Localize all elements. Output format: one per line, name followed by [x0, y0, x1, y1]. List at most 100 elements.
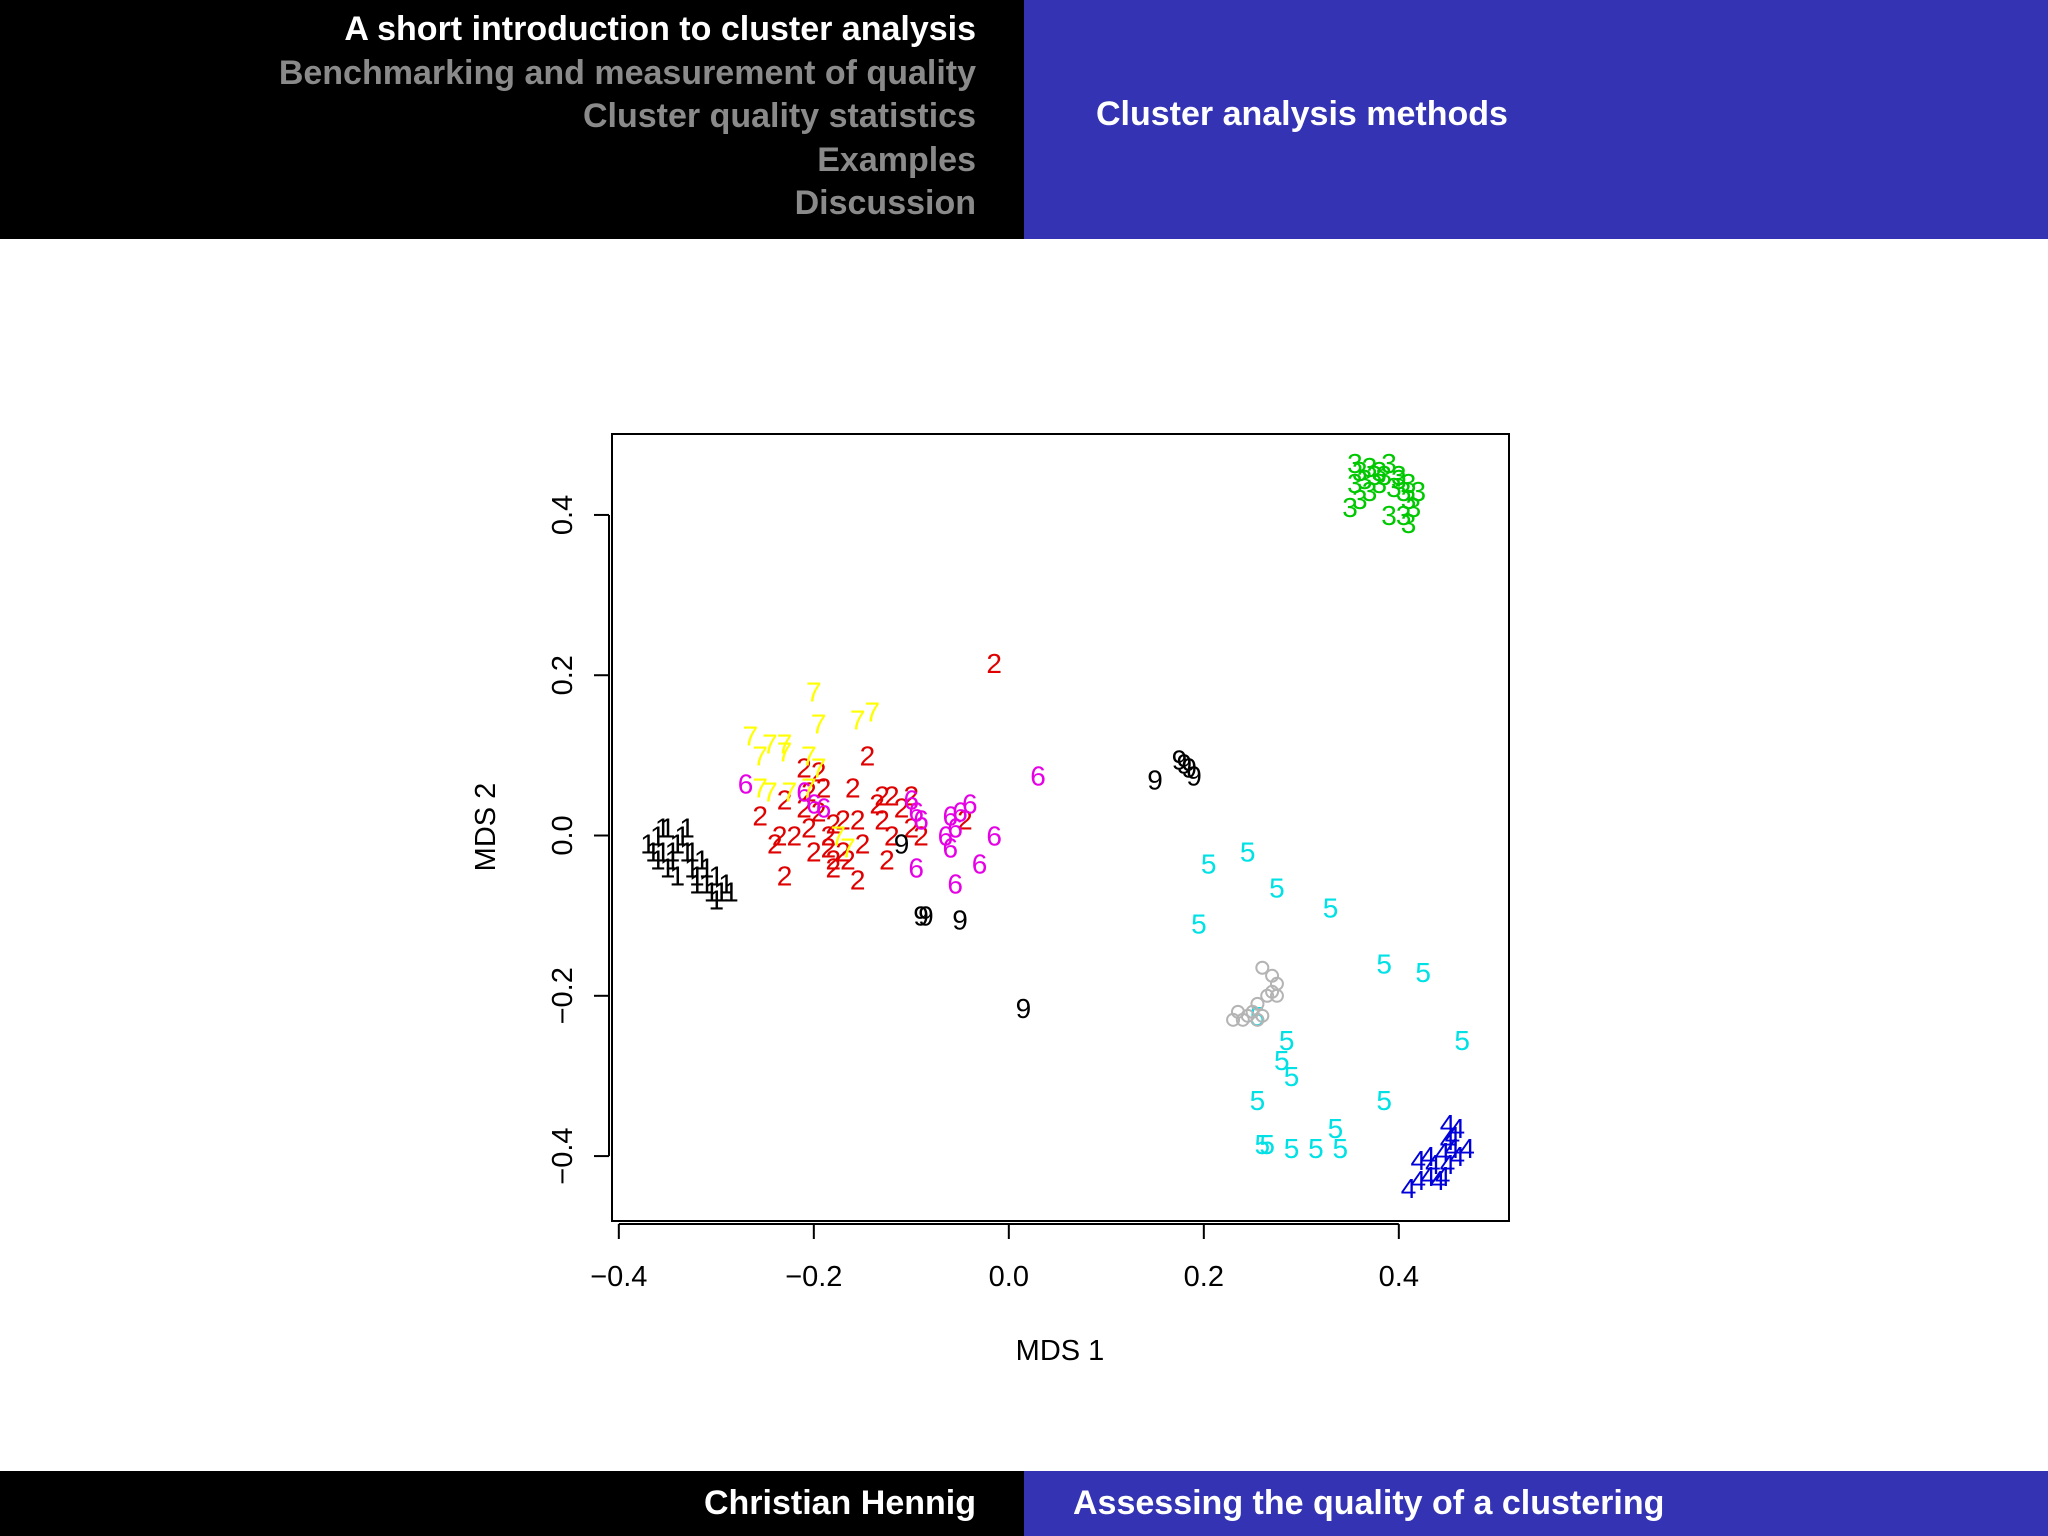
data-point-cluster-4: 4	[1401, 1173, 1417, 1204]
data-point-cluster-9: 9	[1186, 760, 1202, 791]
data-point-cluster-2: 2	[850, 865, 866, 896]
data-point-cluster-2: 2	[855, 829, 871, 860]
data-point-cluster-9: 9	[1177, 748, 1193, 779]
data-point-cluster-5: 5	[1191, 909, 1207, 940]
data-point-cluster-5: 5	[1250, 1085, 1266, 1116]
data-point-cluster-2: 2	[845, 772, 861, 803]
data-point-cluster-1: 1	[709, 885, 725, 916]
data-point-cluster-2: 2	[801, 776, 817, 807]
data-point-cluster-4: 4	[1445, 1133, 1461, 1164]
data-point-cluster-2: 2	[869, 788, 885, 819]
nav-item-quality-statistics[interactable]: Cluster quality statistics	[582, 97, 976, 136]
data-point-cluster-4: 4	[1440, 1109, 1456, 1140]
data-point-cluster-5: 5	[1240, 837, 1256, 868]
data-point-cluster-2: 2	[811, 796, 827, 827]
data-point-cluster-1: 1	[670, 829, 686, 860]
data-point-cluster-3: 3	[1396, 500, 1412, 531]
x-tick-label: −0.2	[785, 1261, 842, 1293]
data-point-cluster-1: 1	[679, 813, 695, 844]
data-point-cluster-6: 6	[947, 813, 963, 844]
data-point-cluster-2: 2	[767, 829, 783, 860]
data-point-cluster-6: 6	[816, 792, 832, 823]
data-point-cluster-4: 4	[1435, 1161, 1451, 1192]
data-point-cluster-5: 5	[1269, 873, 1285, 904]
data-point-cluster-1: 1	[718, 869, 734, 900]
data-point-cluster-4: 4	[1440, 1125, 1456, 1156]
data-point-cluster-1: 1	[650, 845, 666, 876]
data-point-cluster-2: 2	[826, 845, 842, 876]
data-point-cluster-2: 2	[986, 648, 1002, 679]
data-point-cluster-5: 5	[1376, 949, 1392, 980]
y-tick-label: 0.4	[547, 495, 579, 535]
y-tick-label: −0.4	[547, 1127, 579, 1184]
data-point-cluster-2: 2	[821, 821, 837, 852]
data-point-cluster-4: 4	[1450, 1141, 1466, 1172]
data-point-cluster-9: 9	[1181, 752, 1197, 783]
data-point-cluster-9: 9	[913, 901, 929, 932]
data-point-cluster-4: 4	[1425, 1149, 1441, 1180]
data-point-cluster-5: 5	[1328, 1113, 1344, 1144]
data-point-cluster-2: 2	[835, 804, 851, 835]
data-point-cluster-2: 2	[826, 808, 842, 839]
data-point-cluster-3: 3	[1342, 492, 1358, 523]
data-point-cluster-3: 3	[1386, 472, 1402, 503]
data-point-cluster-1: 1	[694, 845, 710, 876]
data-point-cluster-8	[1260, 988, 1275, 1003]
data-point-cluster-6: 6	[904, 784, 920, 815]
data-point-cluster-2: 2	[826, 853, 842, 884]
data-point-cluster-2: 2	[884, 780, 900, 811]
data-point-cluster-5: 5	[1454, 1025, 1470, 1056]
section-navigation: A short introduction to cluster analysis…	[279, 8, 976, 226]
data-point-cluster-2: 2	[801, 813, 817, 844]
data-point-cluster-1: 1	[645, 837, 661, 868]
y-tick-label: 0.2	[547, 655, 579, 695]
data-point-cluster-6: 6	[913, 804, 929, 835]
data-point-cluster-5: 5	[1201, 849, 1217, 880]
data-point-cluster-2: 2	[840, 845, 856, 876]
data-point-cluster-2: 2	[904, 780, 920, 811]
data-point-cluster-2: 2	[874, 780, 890, 811]
data-point-cluster-3: 3	[1401, 484, 1417, 515]
data-point-cluster-1: 1	[699, 869, 715, 900]
data-point-cluster-1: 1	[684, 853, 700, 884]
data-point-cluster-3: 3	[1352, 456, 1368, 487]
data-point-cluster-3: 3	[1376, 460, 1392, 491]
data-point-cluster-7: 7	[850, 704, 866, 735]
header-section-panel: Cluster analysis methods	[1024, 0, 2048, 239]
data-point-cluster-1: 1	[674, 821, 690, 852]
data-point-cluster-7: 7	[777, 728, 793, 759]
data-point-cluster-7: 7	[782, 776, 798, 807]
data-point-cluster-3: 3	[1352, 484, 1368, 515]
footer-author: Christian Hennig	[703, 1484, 976, 1522]
data-point-cluster-7: 7	[830, 821, 846, 852]
data-point-cluster-1: 1	[655, 813, 671, 844]
x-tick-label: −0.4	[590, 1261, 647, 1293]
x-tick-label: 0.0	[989, 1261, 1029, 1293]
data-point-cluster-2: 2	[884, 821, 900, 852]
data-point-cluster-8	[1226, 1012, 1241, 1027]
data-point-cluster-1: 1	[640, 829, 656, 860]
data-point-cluster-4: 4	[1420, 1141, 1436, 1172]
nav-item-examples[interactable]: Examples	[817, 140, 976, 179]
data-point-cluster-3: 3	[1391, 464, 1407, 495]
data-point-cluster-3: 3	[1372, 456, 1388, 487]
nav-item-discussion[interactable]: Discussion	[794, 184, 976, 223]
data-point-cluster-7: 7	[840, 833, 856, 864]
data-point-cluster-5: 5	[1284, 1133, 1300, 1164]
data-point-cluster-3: 3	[1347, 448, 1363, 479]
data-point-cluster-5: 5	[1259, 1129, 1275, 1160]
data-point-cluster-3: 3	[1367, 460, 1383, 491]
y-axis: −0.4 −0.2 0.0 0.2 0.4	[547, 495, 610, 1185]
data-point-cluster-2: 2	[811, 756, 827, 787]
data-point-cluster-3: 3	[1411, 476, 1427, 507]
data-point-cluster-7: 7	[806, 676, 822, 707]
data-point-cluster-1: 1	[650, 821, 666, 852]
data-point-cluster-1: 1	[713, 877, 729, 908]
data-point-cluster-2: 2	[957, 804, 973, 835]
y-tick-label: −0.2	[547, 967, 579, 1024]
data-point-cluster-3: 3	[1381, 500, 1397, 531]
data-point-cluster-6: 6	[938, 821, 954, 852]
nav-item-introduction[interactable]: A short introduction to cluster analysis	[344, 10, 976, 48]
data-point-cluster-6: 6	[943, 833, 959, 864]
nav-item-benchmarking[interactable]: Benchmarking and measurement of quality	[278, 53, 976, 92]
